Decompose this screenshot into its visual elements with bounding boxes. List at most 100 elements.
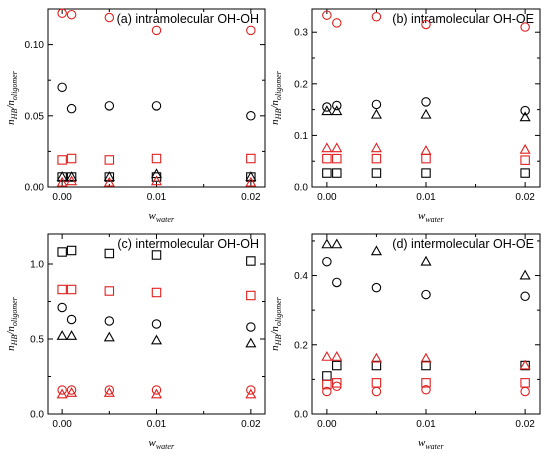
panel-b-point [520,168,530,178]
panel-a-series-6 [56,175,257,187]
panel-a-frame [47,8,266,188]
panel-c-series-5 [57,385,256,395]
panel-d-point [421,360,431,371]
panel-c-series-4 [57,284,256,301]
panel-b-point [322,102,332,112]
panel-a-point [104,12,115,23]
panel-a-point [57,82,67,93]
panel-c-point [56,330,68,340]
panel-c-point [245,388,257,399]
panel-c-point [151,385,162,395]
panel-b-point [371,153,382,164]
panel-a-ytick-label: 0.10 [25,40,45,51]
panel-d-ylabel: nHB/noligomer [269,296,283,351]
panel-d-point [519,359,531,370]
panel-c-point [151,287,162,298]
panel-b-point [322,10,332,20]
panel-a-point [246,25,256,36]
panel-d-series-6 [322,381,530,397]
panel-c-point [151,250,162,260]
panel-c-point [246,290,256,301]
panel-c-ytick-label: 0.0 [30,410,44,421]
panel-b-title: (b) intramolecular OH-OE [392,12,534,26]
panel-b-point [371,168,382,178]
panel-c-point [57,385,67,395]
panel-d-xtick-label: 0.02 [515,419,535,430]
panel-a-point [104,155,115,165]
panel-c-series-3 [56,330,257,348]
panel-c-point [246,322,256,332]
panel-b-point [321,142,333,153]
panel-d-series-5 [322,378,530,390]
panel-c-series-2 [57,302,256,332]
panel-c-point [66,385,77,395]
panel-a-point [66,171,78,181]
panel-a-point [103,176,115,187]
panel-b-point [370,108,382,119]
panel-c-point [66,387,78,397]
panel-d-series-1 [321,238,531,280]
panel-d-series-2 [322,256,530,302]
panel-c-ytick-label: 1.0 [30,260,44,271]
panel-d-ytick-label: 0.0 [294,410,308,421]
panel-d-point [519,269,531,280]
panel-b-xlabel: wwater [418,210,444,224]
panel-c-point [150,334,163,345]
panel-c: 0.00 0.01 0.02 0.0 0.5 1.0 (c) intermolecular … [5,233,266,451]
panel-b-ytick-label: 0.2 [294,79,308,90]
panel-d-ytick-label: 0.2 [294,340,308,351]
panel-b-xtick-label: 0.02 [515,192,535,203]
panel-a-point [151,25,162,36]
panel-b-xtick-label: 0.01 [416,192,436,203]
panel-a-xtick-label: 0.00 [52,192,72,203]
panel-c-point [57,302,67,313]
panel-a-point [150,175,163,186]
panel-c-point [104,286,115,296]
panel-b-point [321,105,333,116]
panel-a-point [56,171,68,181]
panel-d-point [421,385,431,395]
panel-b-point [370,142,382,153]
panel-d-point [332,360,342,371]
panel-d-xtick-label: 0.00 [317,419,337,430]
panel-d-point [322,371,332,381]
panel-b-point [322,153,332,164]
panel-b-point [331,142,343,153]
panel-b-series-4 [322,10,530,32]
panel-d-series-3 [322,360,530,381]
panel-a-point [66,103,77,114]
panel-d-point [331,350,343,361]
panel-d-point [331,238,343,249]
panel-a-point [104,101,115,111]
panel-b-ytick-label: 0.0 [294,183,308,194]
panel-d-point [370,352,382,363]
panel-b-ytick-label: 0.1 [294,131,308,142]
panel-c-title: (c) intermolecular OH-OH [117,237,259,251]
panel-c-point [66,245,77,256]
panel-a-point [66,175,78,186]
panel-d-point [371,282,382,293]
panel-d-point [371,378,382,388]
panel-a-point [66,153,77,164]
panel-c-series-6 [56,387,257,399]
panel-c-point [66,330,78,340]
panel-c-xlabel: wwater [149,437,175,451]
panel-c-xtick-label: 0.02 [241,419,261,430]
panel-a-point [57,8,67,19]
panel-d-series-4 [321,350,531,370]
panel-b-point [421,168,431,178]
panel-c-point [57,284,67,295]
panel-d-point [332,277,342,288]
panel-a-title: (a) intramolecular OH-OH [117,12,259,26]
panel-d-xlabel: wwater [418,437,444,451]
panel-b-point [519,111,531,122]
panel-d-point [371,386,382,397]
panel-b-ylabel: nHB/noligomer [269,70,283,125]
panel-d-point [322,379,332,390]
panel-b-point [371,99,382,110]
panel-a-ytick-label: 0.00 [25,183,45,194]
panel-b-point [420,108,432,119]
panel-c-point [104,316,115,326]
panel-d-point [332,381,342,392]
